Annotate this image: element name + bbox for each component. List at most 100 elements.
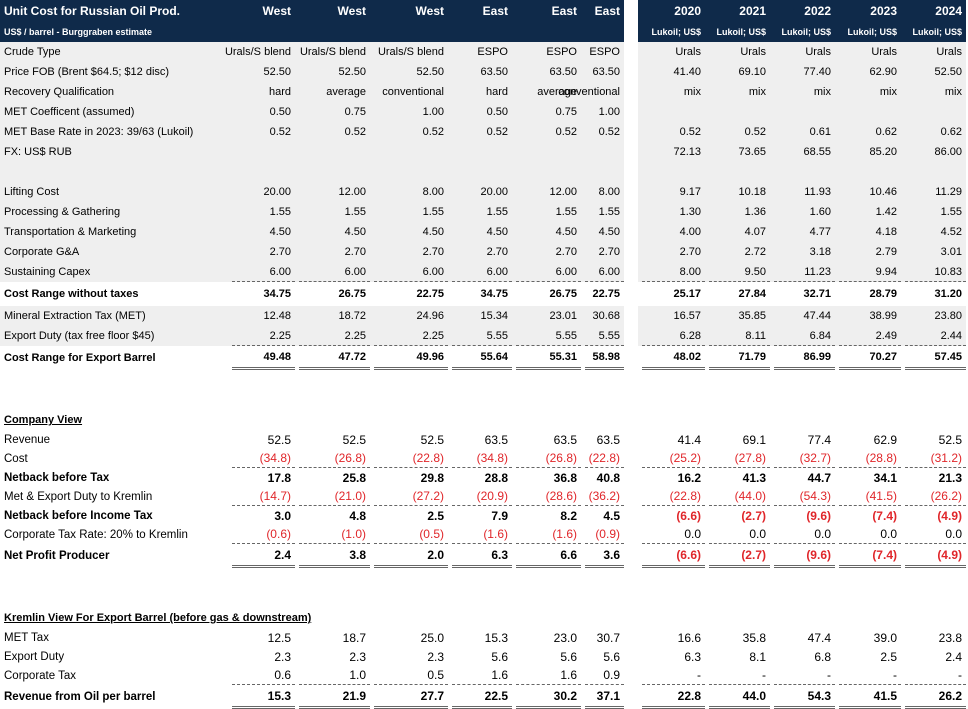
value-cell bbox=[585, 390, 624, 410]
value-cell: 2.3 bbox=[427, 649, 444, 664]
value-cell bbox=[585, 608, 624, 628]
value-cell: (44.0) bbox=[709, 487, 770, 506]
value-cell: Urals bbox=[805, 46, 831, 58]
row-shade bbox=[0, 242, 624, 262]
table-row: Netback before Tax 17.8 25.8 29.8 28.8 36.8 40… bbox=[0, 468, 968, 487]
column-header-year: 2024 bbox=[935, 4, 962, 18]
column-header-year: 2021 bbox=[739, 4, 766, 18]
value-cell: 2.70 bbox=[679, 246, 701, 258]
value-cell: 5.6 bbox=[603, 649, 620, 664]
value-cell: 0.52 bbox=[679, 126, 701, 138]
value-cell: 48.02 bbox=[642, 346, 705, 370]
value-cell: 2.44 bbox=[905, 326, 966, 346]
value-cell bbox=[839, 162, 901, 182]
row-label: Transportation & Marketing bbox=[4, 226, 137, 238]
value-cell bbox=[516, 568, 581, 588]
value-cell bbox=[299, 142, 370, 162]
value-cell bbox=[642, 608, 705, 628]
row-shade bbox=[0, 326, 624, 346]
value-cell: 8.11 bbox=[709, 326, 770, 346]
row-shade bbox=[638, 122, 966, 142]
value-cell: mix bbox=[944, 86, 962, 98]
row-shade bbox=[638, 306, 966, 326]
row-label bbox=[0, 390, 228, 410]
value-cell bbox=[232, 568, 295, 588]
value-cell: 0.0 bbox=[642, 525, 705, 544]
value-cell: 8.00 bbox=[422, 186, 444, 198]
value-cell bbox=[452, 588, 512, 608]
table-row: MET Base Rate in 2023: 39/63 (Lukoil) 0.5… bbox=[0, 122, 968, 142]
value-cell bbox=[374, 588, 448, 608]
value-cell: 25.0 bbox=[420, 630, 444, 645]
value-cell: Urals bbox=[936, 46, 962, 58]
value-cell bbox=[774, 102, 835, 122]
value-cell bbox=[905, 588, 966, 608]
column-header-region: West bbox=[337, 4, 366, 18]
value-cell: 2.70 bbox=[598, 246, 620, 258]
value-cell: 12.5 bbox=[267, 630, 291, 645]
value-cell: 63.50 bbox=[480, 66, 508, 78]
value-cell: (22.8) bbox=[585, 449, 624, 468]
table-row: Export Duty 2.3 2.3 2.3 5.6 5.6 5.6 6.3 8.1 6.8 2.… bbox=[0, 647, 968, 666]
row-label: Recovery Qualification bbox=[4, 86, 115, 98]
value-cell bbox=[774, 390, 835, 410]
value-cell: 2.4 bbox=[945, 649, 962, 664]
value-cell bbox=[709, 588, 770, 608]
value-cell: 7.9 bbox=[491, 508, 508, 523]
value-cell: 30.2 bbox=[516, 685, 581, 709]
value-cell bbox=[452, 162, 512, 182]
row-label bbox=[0, 588, 228, 608]
value-cell: 5.55 bbox=[452, 326, 512, 346]
value-cell: 0.62 bbox=[940, 126, 962, 138]
value-cell: 69.1 bbox=[742, 432, 766, 447]
spacer-row bbox=[0, 568, 968, 588]
value-cell: (22.8) bbox=[374, 449, 448, 468]
row-shade bbox=[0, 262, 624, 282]
value-cell: 2.25 bbox=[232, 326, 295, 346]
value-cell: average bbox=[537, 86, 577, 98]
row-label: Crude Type bbox=[4, 46, 61, 58]
value-cell bbox=[516, 588, 581, 608]
value-cell: 0.52 bbox=[744, 126, 766, 138]
row-shade bbox=[638, 82, 966, 102]
value-cell: 47.72 bbox=[299, 346, 370, 370]
value-cell: 6.3 bbox=[452, 544, 512, 568]
value-cell bbox=[374, 370, 448, 390]
sheet-title: Unit Cost for Russian Oil Prod. bbox=[4, 4, 181, 18]
row-shade bbox=[638, 62, 966, 82]
value-cell: 2.25 bbox=[299, 326, 370, 346]
value-cell: (4.9) bbox=[905, 544, 966, 568]
row-label: Met & Export Duty to Kremlin bbox=[4, 490, 153, 503]
value-cell: (4.9) bbox=[937, 508, 962, 523]
value-cell: (20.9) bbox=[452, 487, 512, 506]
value-cell: 2.70 bbox=[486, 246, 508, 258]
value-cell: 63.5 bbox=[553, 432, 577, 447]
value-cell: 41.3 bbox=[742, 470, 766, 485]
value-cell: 52.50 bbox=[416, 66, 444, 78]
row-label: Price FOB (Brent $64.5; $12 disc) bbox=[4, 66, 170, 78]
value-cell: 0.52 bbox=[486, 126, 508, 138]
spacer-row bbox=[0, 588, 968, 608]
value-cell: 16.6 bbox=[677, 630, 701, 645]
value-cell bbox=[709, 162, 770, 182]
value-cell bbox=[374, 410, 448, 430]
value-cell: (25.2) bbox=[642, 449, 705, 468]
value-cell: 4.07 bbox=[744, 226, 766, 238]
value-cell: mix bbox=[748, 86, 766, 98]
value-cell: 2.70 bbox=[422, 246, 444, 258]
row-label: Company View bbox=[4, 414, 83, 426]
row-label: Revenue bbox=[4, 433, 51, 446]
value-cell: mix bbox=[813, 86, 831, 98]
row-label: Lifting Cost bbox=[4, 186, 60, 198]
row-label: Mineral Extraction Tax (MET) bbox=[4, 310, 146, 322]
value-cell bbox=[374, 390, 448, 410]
column-header-region: East bbox=[594, 4, 620, 18]
value-cell: 4.50 bbox=[598, 226, 620, 238]
column-header-region: West bbox=[415, 4, 444, 18]
value-cell: 1.55 bbox=[598, 206, 620, 218]
value-cell: 58.98 bbox=[585, 346, 624, 370]
value-cell: 15.34 bbox=[480, 310, 508, 322]
value-cell bbox=[452, 568, 512, 588]
row-label: Corporate G&A bbox=[4, 246, 80, 258]
value-cell: 27.84 bbox=[738, 288, 766, 300]
